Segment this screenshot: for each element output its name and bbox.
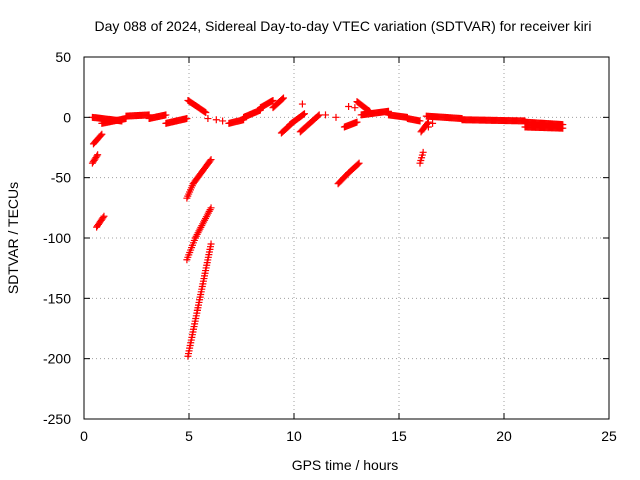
x-tick-label: 5 — [185, 428, 193, 444]
data-point — [351, 104, 358, 111]
y-tick-label: 50 — [55, 49, 71, 65]
y-tick-label: -50 — [51, 170, 71, 186]
y-axis-label: SDTVAR / TECUs — [5, 182, 21, 294]
x-tick-label: 15 — [391, 428, 407, 444]
data-point — [322, 111, 329, 118]
data-point — [213, 116, 220, 123]
grid-lines — [84, 57, 609, 419]
x-tick-label: 20 — [496, 428, 512, 444]
x-tick-label: 0 — [80, 428, 88, 444]
y-tick-label: -150 — [43, 290, 71, 306]
y-tick-label: -100 — [43, 230, 71, 246]
x-tick-label: 10 — [286, 428, 302, 444]
data-points — [89, 95, 566, 360]
data-point — [299, 101, 306, 108]
data-point — [333, 114, 340, 121]
data-point — [429, 120, 436, 127]
x-tick-label: 25 — [601, 428, 617, 444]
axis-ticks: 0 5 10 15 20 25 -250 -200 -150 -100 -50 0 50 — [43, 49, 617, 444]
y-tick-label: -250 — [43, 411, 71, 427]
y-tick-label: 0 — [63, 109, 71, 125]
chart-title: Day 088 of 2024, Sidereal Day-to-day VTE… — [95, 18, 592, 34]
data-point — [345, 103, 352, 110]
x-axis-label: GPS time / hours — [292, 457, 399, 473]
y-tick-label: -200 — [43, 351, 71, 367]
plot-frame — [84, 57, 609, 419]
sdtvar-chart: Day 088 of 2024, Sidereal Day-to-day VTE… — [0, 0, 640, 480]
data-point — [204, 115, 211, 122]
data-point — [219, 117, 226, 124]
